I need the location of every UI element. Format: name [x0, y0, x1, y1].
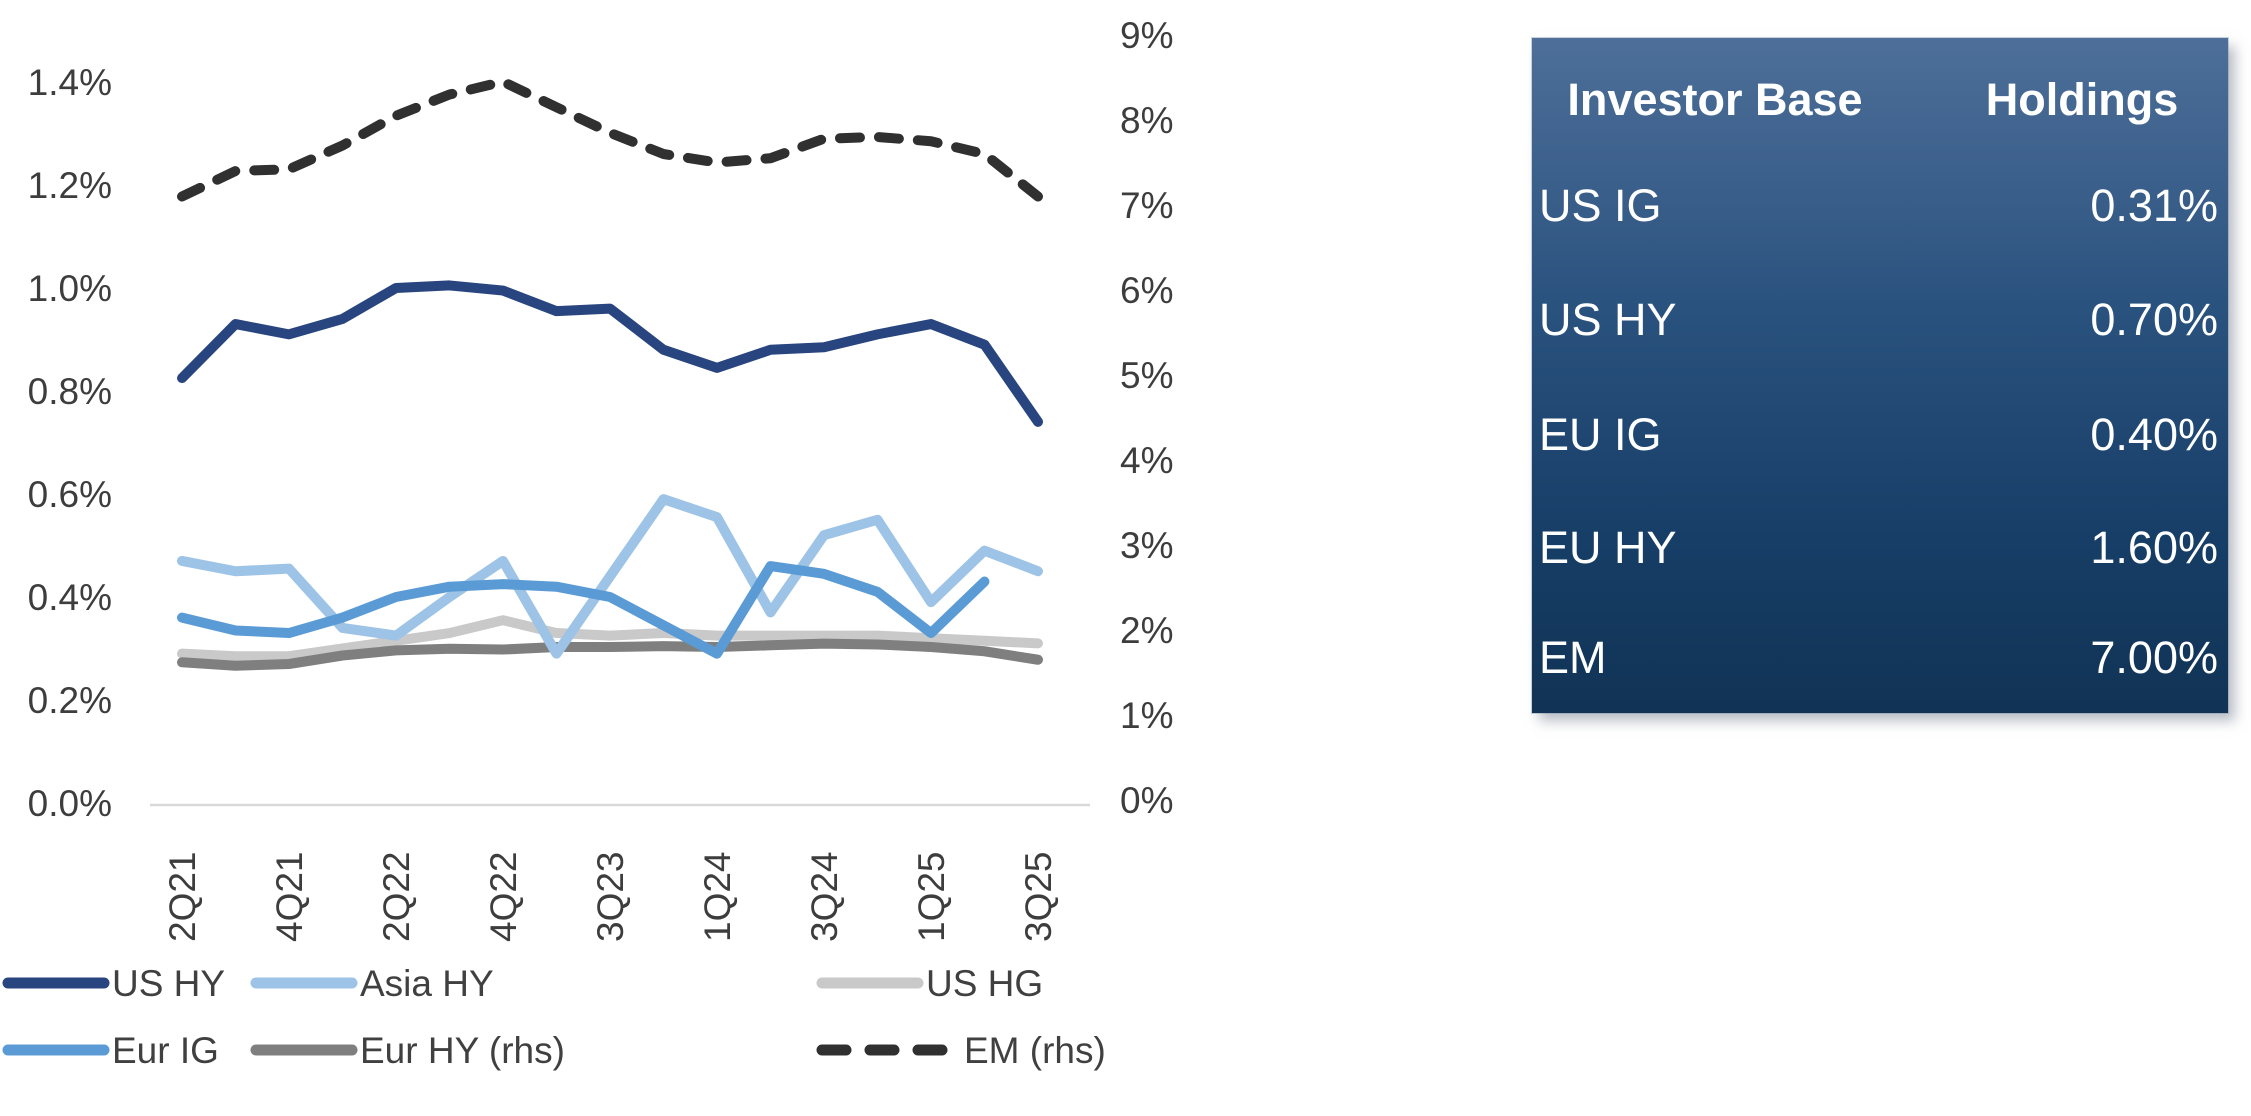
right-axis-tick-label: 2% — [1120, 610, 1173, 651]
table-cell-label: EU HY — [1539, 522, 1677, 573]
right-axis-tick-label: 6% — [1120, 270, 1173, 311]
table-cell-value: 1.60% — [2090, 522, 2218, 573]
series-eur-ig-line — [177, 561, 990, 659]
x-axis-tick-label: 1Q24 — [697, 851, 738, 942]
line-chart: 0.0% 0.2% 0.4% 0.6% 0.8% 1.0% 1.2% 1.4% 0% 1% 2% 3%… — [2, 15, 1173, 1071]
left-axis-tick-label: 1.2% — [28, 165, 112, 206]
table-row: EU IG 0.40% — [1532, 380, 2228, 490]
x-axis-tick-label: 4Q21 — [269, 851, 310, 942]
table-cell-value: 0.40% — [2090, 409, 2218, 460]
table-header-investor-base: Investor Base — [1567, 74, 1863, 125]
holdings-table: Investor Base Holdings US IG 0.31% US HY… — [1532, 38, 2228, 713]
table-row: EM 7.00% — [1532, 603, 2228, 713]
left-axis-tick-label: 1.4% — [28, 62, 112, 103]
series-us-hy-line — [177, 280, 1043, 427]
right-axis-tick-label: 3% — [1120, 525, 1173, 566]
table-row: US HY 0.70% — [1532, 265, 2228, 375]
left-axis-tick-label: 1.0% — [28, 268, 112, 309]
table-cell-label: US IG — [1539, 180, 1662, 231]
legend-label-us-hy: US HY — [112, 963, 225, 1004]
series-eur-hy-rhs-line — [177, 638, 1043, 671]
table-cell-label: US HY — [1539, 294, 1677, 345]
table-row: EU HY 1.60% — [1532, 493, 2228, 603]
left-axis-tick-label: 0.4% — [28, 577, 112, 618]
table-row: US IG 0.31% — [1532, 151, 2228, 261]
x-axis-tick-label: 2Q22 — [376, 851, 417, 942]
table-header-holdings: Holdings — [1985, 74, 2179, 125]
x-axis-tick-label: 4Q22 — [483, 851, 524, 942]
x-axis-tick-label: 1Q25 — [911, 851, 952, 942]
x-axis-tick-label: 3Q24 — [804, 851, 845, 942]
legend-label-us-hg: US HG — [926, 963, 1043, 1004]
right-axis-tick-label: 9% — [1120, 15, 1173, 56]
legend-label-eur-ig: Eur IG — [112, 1030, 219, 1071]
right-axis-tick-label: 5% — [1120, 355, 1173, 396]
left-axis-tick-label: 0.8% — [28, 371, 112, 412]
table-cell-value: 0.70% — [2090, 294, 2218, 345]
x-axis-tick-label: 3Q23 — [590, 851, 631, 942]
legend-label-eur-hy-rhs: Eur HY (rhs) — [360, 1030, 565, 1071]
x-axis-tick-label: 3Q25 — [1018, 851, 1059, 942]
right-axis-tick-label: 7% — [1120, 185, 1173, 226]
left-axis-tick-label: 0.2% — [28, 680, 112, 721]
series-asia-hy-line — [177, 494, 1043, 659]
legend-label-asia-hy: Asia HY — [360, 963, 494, 1004]
table-cell-label: EU IG — [1539, 409, 1662, 460]
table-cell-value: 0.31% — [2090, 180, 2218, 231]
table-cell-value: 7.00% — [2090, 632, 2218, 683]
right-axis-tick-label: 4% — [1120, 440, 1173, 481]
table-cell-label: EM — [1539, 632, 1607, 683]
series-em-rhs-line — [177, 76, 1043, 202]
right-axis-tick-label: 0% — [1120, 780, 1173, 821]
right-axis-tick-label: 1% — [1120, 695, 1173, 736]
series-us-hg-line — [177, 615, 1043, 662]
left-axis-tick-label: 0.0% — [28, 783, 112, 824]
x-axis-tick-label: 2Q21 — [162, 851, 203, 942]
legend-label-em-rhs: EM (rhs) — [964, 1030, 1106, 1071]
right-axis-tick-label: 8% — [1120, 100, 1173, 141]
left-axis-tick-label: 0.6% — [28, 474, 112, 515]
